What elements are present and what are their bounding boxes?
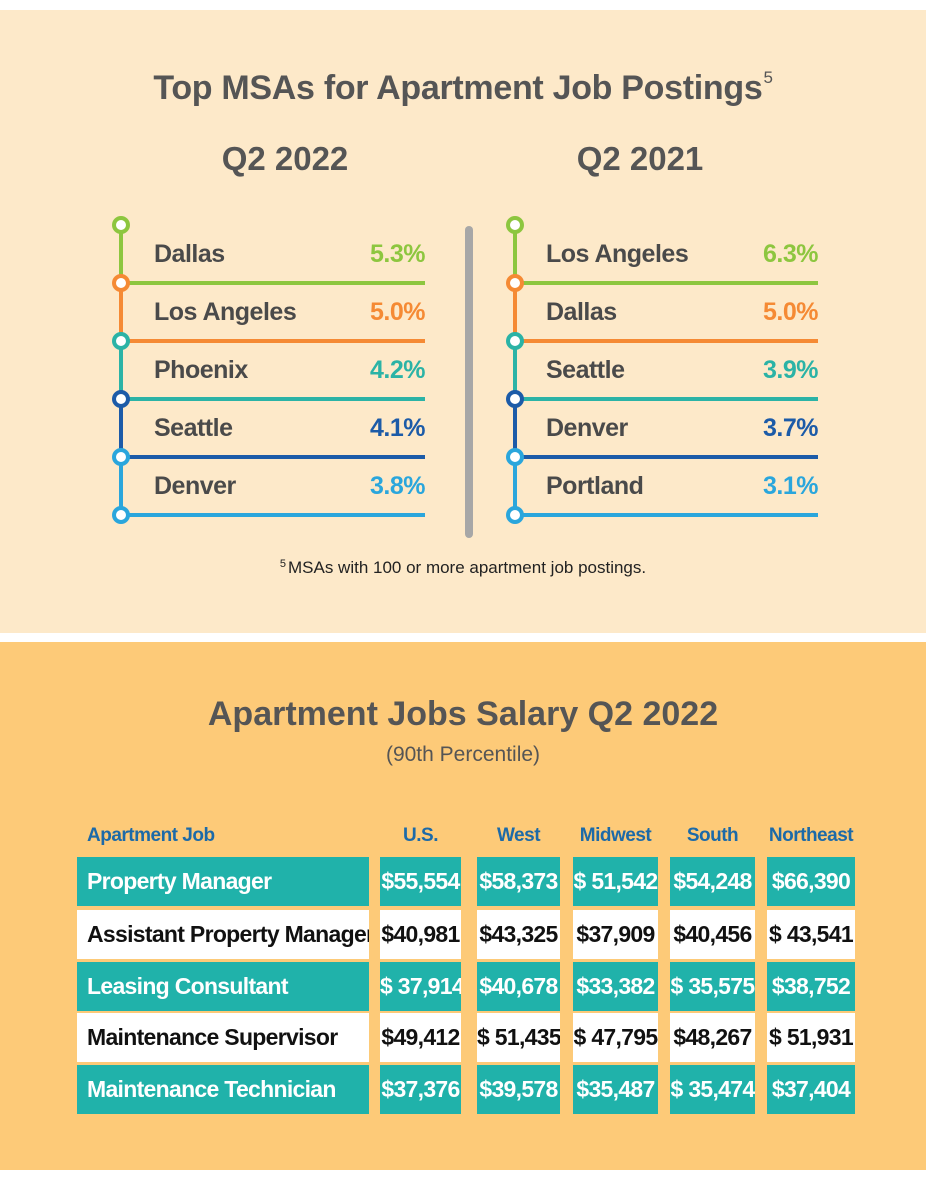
column-header-region: U.S. — [403, 825, 438, 846]
msa-name: Phoenix — [154, 356, 248, 384]
job-title-cell: Maintenance Technician — [77, 1065, 369, 1114]
msa-name: Dallas — [154, 240, 225, 268]
connector-node — [506, 506, 524, 524]
column-header-region: West — [496, 825, 541, 846]
salary-cell: $58,373 — [477, 857, 560, 906]
salary-cell: $ 51,931 — [767, 1013, 855, 1062]
period-q2-2022-heading: Q2 2022 — [221, 140, 349, 177]
footnote: 5 MSAs with 100 or more apartment job pos… — [279, 558, 647, 577]
msa-name: Denver — [546, 414, 628, 442]
salary-cell: $40,678 — [477, 962, 560, 1011]
connector-node — [506, 390, 524, 408]
msa-share-value: 3.7% — [763, 414, 818, 442]
salary-cell: $ 51,542 — [573, 857, 658, 906]
connector-node — [112, 274, 130, 292]
msa-line-graphic — [112, 216, 818, 524]
connector-node — [112, 332, 130, 350]
msa-name: Dallas — [546, 298, 617, 326]
connector-node — [506, 274, 524, 292]
salary-cell: $35,487 — [573, 1065, 658, 1114]
salary-cell: $ 51,435 — [477, 1013, 560, 1062]
connector-node — [112, 390, 130, 408]
title-footnote-marker: 5 — [763, 68, 773, 87]
connector-node — [112, 448, 130, 466]
msa-panel — [0, 10, 926, 633]
job-title-cell: Assistant Property Manager — [77, 910, 369, 959]
salary-cell: $49,412 — [380, 1013, 461, 1062]
msa-name: Los Angeles — [154, 298, 297, 326]
salary-cell: $43,325 — [477, 910, 560, 959]
column-divider — [465, 226, 473, 538]
salary-table-subtitle: (90th Percentile) — [385, 743, 541, 766]
salary-cell: $66,390 — [767, 857, 855, 906]
msa-share-value: 3.1% — [763, 472, 818, 500]
msa-name: Denver — [154, 472, 236, 500]
job-title-cell: Property Manager — [77, 857, 369, 906]
column-header-region: Midwest — [579, 825, 652, 846]
salary-cell: $ 35,474 — [670, 1065, 755, 1114]
msa-name: Seattle — [546, 356, 625, 384]
salary-cell: $ 43,541 — [767, 910, 855, 959]
connector-node — [506, 448, 524, 466]
salary-cell: $ 35,575 — [670, 962, 755, 1011]
salary-cell: $48,267 — [670, 1013, 755, 1062]
msa-name: Portland — [546, 472, 644, 500]
salary-cell: $54,248 — [670, 857, 755, 906]
salary-table-title: Apartment Jobs Salary Q2 2022 — [207, 695, 719, 733]
salary-cell: $ 37,914 — [380, 962, 461, 1011]
salary-cell: $33,382 — [573, 962, 658, 1011]
msa-share-value: 3.8% — [370, 472, 425, 500]
salary-cell: $40,981 — [380, 910, 461, 959]
salary-cell: $37,404 — [767, 1065, 855, 1114]
job-title-cell: Maintenance Supervisor — [77, 1013, 369, 1062]
column-header-job: Apartment Job — [87, 825, 215, 846]
connector-node — [506, 216, 524, 234]
msa-name: Los Angeles — [546, 240, 689, 268]
salary-cell: $37,376 — [380, 1065, 461, 1114]
msa-share-value: 4.2% — [370, 356, 425, 384]
job-title-cell: Leasing Consultant — [77, 962, 369, 1011]
salary-cell: $38,752 — [767, 962, 855, 1011]
salary-cell: $40,456 — [670, 910, 755, 959]
period-q2-2021-heading: Q2 2021 — [576, 140, 704, 177]
msa-share-value: 4.1% — [370, 414, 425, 442]
salary-cell: $39,578 — [477, 1065, 560, 1114]
connector-node — [112, 506, 130, 524]
salary-cell: $ 47,795 — [573, 1013, 658, 1062]
msa-share-value: 6.3% — [763, 240, 818, 268]
msa-share-value: 3.9% — [763, 356, 818, 384]
msa-chart-title: Top MSAs for Apartment Job Postings5 — [153, 68, 773, 107]
connector-node — [112, 216, 130, 234]
salary-cell: $55,554 — [380, 857, 461, 906]
msa-name: Seattle — [154, 414, 233, 442]
column-header-region: Northeast — [768, 825, 854, 846]
msa-share-value: 5.3% — [370, 240, 425, 268]
msa-share-value: 5.0% — [370, 298, 425, 326]
salary-cell: $37,909 — [573, 910, 658, 959]
connector-node — [506, 332, 524, 350]
msa-share-value: 5.0% — [763, 298, 818, 326]
column-header-region: South — [686, 825, 739, 846]
